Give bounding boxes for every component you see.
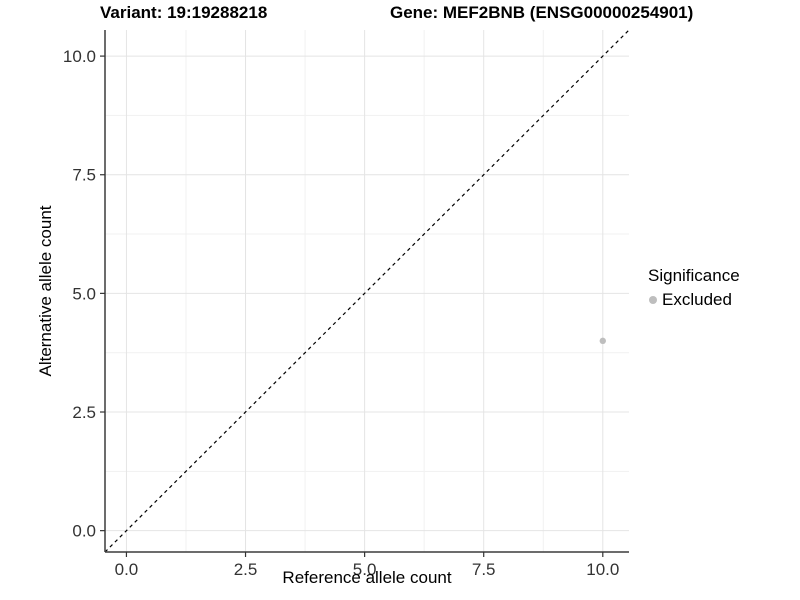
y-tick-label: 0.0 <box>72 522 96 541</box>
y-tick-label: 5.0 <box>72 284 96 303</box>
variant-title: Variant: 19:19288218 <box>100 3 268 22</box>
legend-title: Significance <box>648 266 740 285</box>
gene-title: Gene: MEF2BNB (ENSG00000254901) <box>390 3 694 22</box>
y-tick-label: 7.5 <box>72 166 96 185</box>
x-tick-label: 10.0 <box>586 560 619 579</box>
x-tick-label: 7.5 <box>472 560 496 579</box>
x-tick-label: 0.0 <box>115 560 139 579</box>
legend-item-excluded: Excluded <box>648 290 740 310</box>
legend: Significance Excluded <box>648 266 740 310</box>
identity-line <box>104 29 630 553</box>
x-axis-title: Reference allele count <box>282 568 452 587</box>
legend-item-label: Excluded <box>662 290 732 309</box>
x-tick-label: 5.0 <box>353 560 377 579</box>
data-point <box>599 337 606 345</box>
legend-key-dot <box>649 296 657 304</box>
x-tick-label: 2.5 <box>234 560 258 579</box>
y-tick-label: 10.0 <box>63 47 96 66</box>
y-tick-label: 2.5 <box>72 403 96 422</box>
